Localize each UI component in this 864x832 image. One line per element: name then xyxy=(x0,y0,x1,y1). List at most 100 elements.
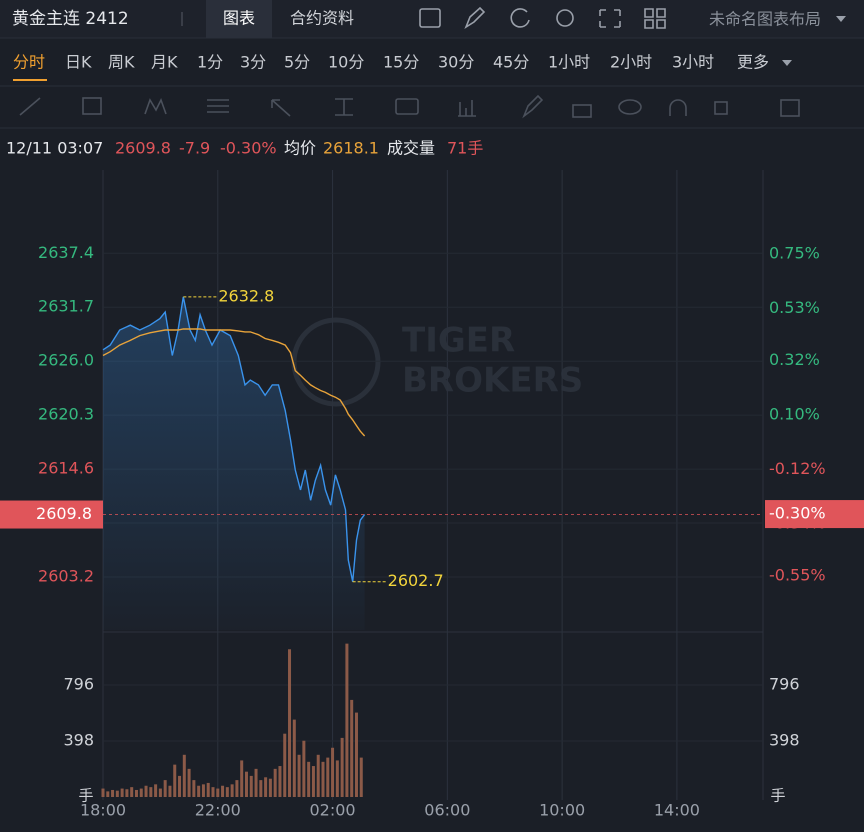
last-price-box xyxy=(0,500,103,529)
volume-bar xyxy=(340,737,344,797)
tool-icon[interactable] xyxy=(669,99,687,116)
tool-icon[interactable] xyxy=(395,98,419,115)
volume-tick-label: 398 xyxy=(769,731,800,750)
volume-bar xyxy=(302,740,306,797)
tool-icon[interactable] xyxy=(714,101,728,115)
period-tab[interactable]: 周K xyxy=(108,53,135,72)
icon[interactable] xyxy=(464,6,486,29)
tool-icon[interactable] xyxy=(618,99,642,115)
info-change-pct: -0.30% xyxy=(220,139,277,158)
period-tab[interactable]: 日K xyxy=(65,53,92,72)
y2-tick-label: 0.10% xyxy=(769,404,820,423)
tool-icon[interactable] xyxy=(335,98,353,116)
period-tab[interactable]: 5分 xyxy=(284,53,310,72)
watermark-logo xyxy=(291,317,381,407)
tool-icon[interactable] xyxy=(82,97,102,115)
volume-bar xyxy=(264,777,268,797)
period-tab[interactable]: 2小时 xyxy=(610,53,652,72)
icon[interactable] xyxy=(599,9,621,28)
x-tick-label: 14:00 xyxy=(654,801,700,820)
period-tab[interactable]: 分时 xyxy=(13,53,45,72)
dropdown-arrow[interactable] xyxy=(836,16,846,22)
price-area xyxy=(103,296,365,630)
volume-bar xyxy=(154,784,158,797)
period-tab[interactable]: 更多 xyxy=(737,53,769,72)
tool-icon[interactable] xyxy=(144,97,167,115)
price-line xyxy=(102,296,366,582)
volume-bar xyxy=(254,768,258,797)
dropdown-arrow[interactable] xyxy=(782,60,792,66)
period-tab[interactable]: 3小时 xyxy=(672,53,714,72)
tab[interactable]: 图表 xyxy=(223,9,255,28)
icon[interactable] xyxy=(419,8,441,28)
volume-bar xyxy=(211,787,215,797)
icon[interactable] xyxy=(644,8,666,29)
volume-bar xyxy=(283,733,287,797)
last-change-box xyxy=(765,500,864,529)
x-tick-label: 10:00 xyxy=(539,801,585,820)
watermark: BROKERS xyxy=(402,361,583,401)
info-time: 12/11 03:07 xyxy=(6,139,103,158)
period-tab[interactable]: 10分 xyxy=(328,53,364,72)
volume-bar xyxy=(316,754,320,797)
period-tab[interactable]: 1分 xyxy=(197,53,223,72)
last-change-label: -0.30% xyxy=(769,504,826,523)
volume-bar xyxy=(335,760,339,797)
period-tab[interactable]: 45分 xyxy=(493,53,529,72)
tool-icon[interactable] xyxy=(207,99,229,113)
volume-bar xyxy=(307,761,311,797)
x-tick-label: 18:00 xyxy=(80,801,126,820)
last-price-label: 2609.8 xyxy=(36,504,92,523)
y2-tick-label: -0.55% xyxy=(769,565,826,584)
icon[interactable] xyxy=(510,8,530,28)
volume-bar xyxy=(311,766,315,797)
volume-bar xyxy=(111,789,115,797)
volume-bar xyxy=(168,785,172,797)
volume-bar xyxy=(206,782,210,797)
x-tick-label: 22:00 xyxy=(195,801,241,820)
volume-bar xyxy=(178,775,182,797)
period-tab[interactable]: 1小时 xyxy=(548,53,590,72)
tool-icon[interactable] xyxy=(522,94,544,119)
volume-bar xyxy=(115,790,119,797)
volume-bar xyxy=(201,784,205,797)
volume-bar xyxy=(139,788,143,797)
volume-bar xyxy=(235,780,239,797)
tool-icon[interactable] xyxy=(271,99,291,117)
tool-icon[interactable] xyxy=(780,99,800,117)
volume-bar xyxy=(359,757,363,797)
volume-bar xyxy=(144,785,148,797)
info-volume: 71手 xyxy=(447,139,483,158)
volume-bar xyxy=(173,764,177,797)
volume-bar xyxy=(134,789,138,797)
active-tab-bg xyxy=(206,0,272,38)
layout-name[interactable]: 未命名图表布局 xyxy=(709,10,821,29)
volume-bar xyxy=(350,699,354,797)
y2-tick-label: 0.53% xyxy=(769,298,820,317)
tool-icon[interactable] xyxy=(458,100,476,117)
volume-bar xyxy=(197,785,201,797)
volume-bar xyxy=(101,788,105,797)
period-tab[interactable]: 3分 xyxy=(240,53,266,72)
volume-bar xyxy=(288,649,292,797)
volume-bar xyxy=(326,757,330,797)
period-tab[interactable]: 月K xyxy=(151,53,178,72)
period-tab[interactable]: 30分 xyxy=(438,53,474,72)
high-label: 2632.8 xyxy=(218,286,274,305)
info-avg-label: 均价 xyxy=(284,139,316,158)
volume-bar xyxy=(278,766,282,797)
volume-tick-label: 398 xyxy=(63,731,94,750)
volume-bar xyxy=(354,712,358,797)
volume-bar xyxy=(163,780,167,797)
volume-bar xyxy=(187,768,191,797)
tool-icon[interactable] xyxy=(19,97,41,116)
icon[interactable] xyxy=(556,9,574,27)
low-label: 2602.7 xyxy=(388,571,444,590)
info-volume-label: 成交量 xyxy=(387,139,435,158)
tab[interactable]: 合约资料 xyxy=(290,9,354,28)
volume-bar xyxy=(130,787,134,797)
tool-icon[interactable] xyxy=(572,104,592,118)
period-tab[interactable]: 15分 xyxy=(383,53,419,72)
